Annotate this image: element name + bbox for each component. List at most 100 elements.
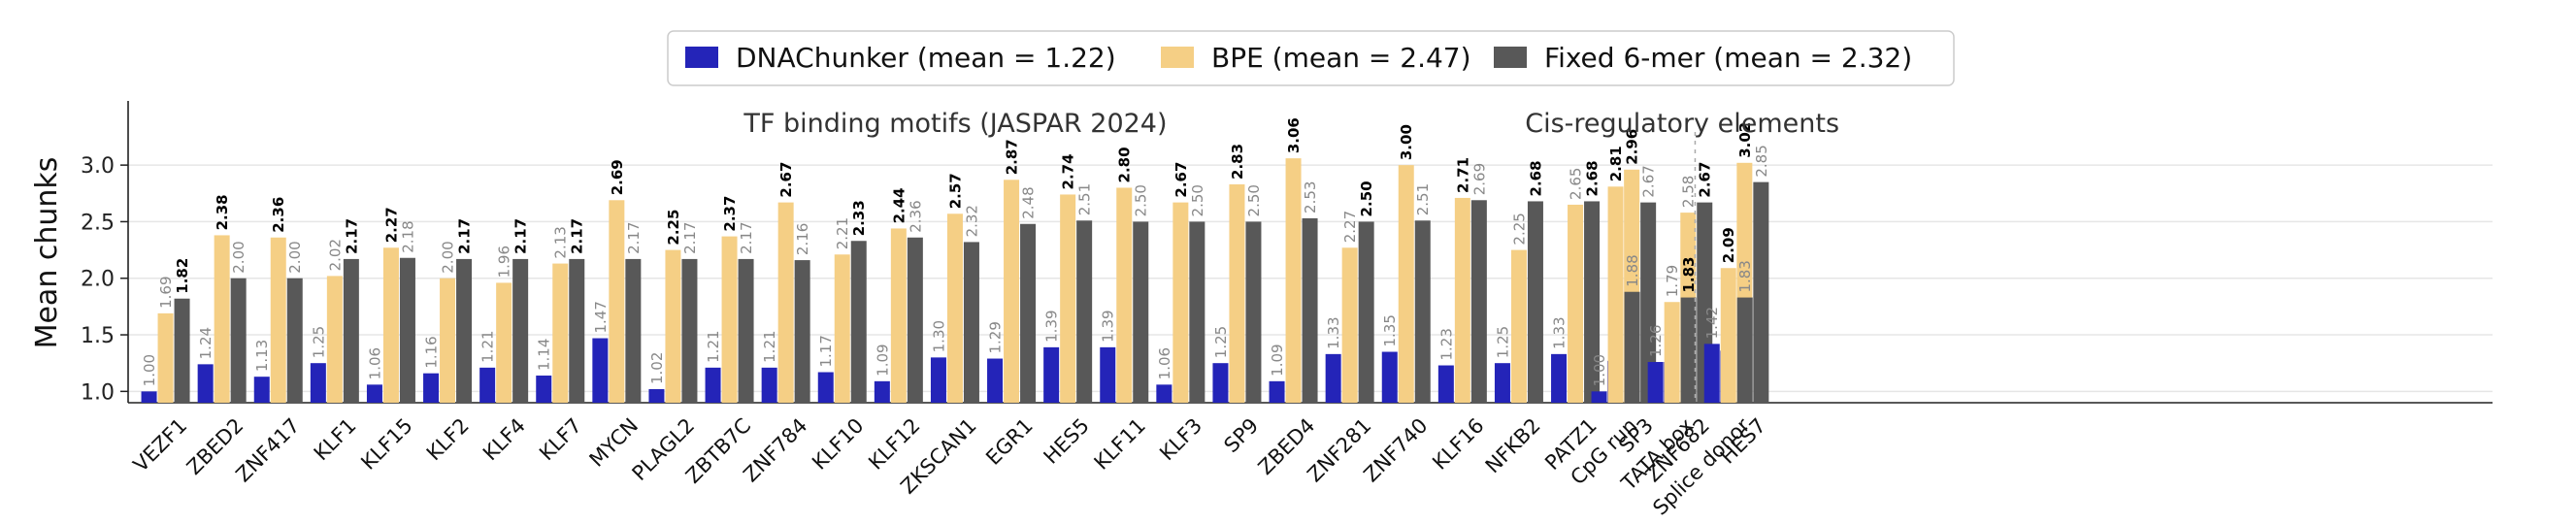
- bar-bpe: [1720, 268, 1736, 403]
- data-label: 2.67: [1640, 165, 1658, 197]
- y-axis-label: Mean chunks: [30, 157, 64, 349]
- x-tick-label: KLF15: [356, 413, 416, 474]
- data-label: 1.09: [1269, 344, 1286, 376]
- data-label: 2.36: [907, 200, 924, 232]
- legend-entry-label: DNAChunker (mean = 1.22): [736, 42, 1116, 74]
- bar-dnachunker: [817, 372, 834, 403]
- bar-dnachunker: [1381, 351, 1398, 403]
- data-label: 1.30: [930, 320, 947, 352]
- bar-dnachunker: [1703, 344, 1720, 403]
- data-label: 2.50: [1133, 184, 1150, 216]
- bar-dnachunker: [197, 364, 214, 403]
- bar-dnachunker: [1591, 391, 1607, 403]
- data-label: 1.69: [157, 276, 175, 308]
- bar-fixed-6-mer: [794, 260, 810, 403]
- bar-fixed-6-mer: [456, 258, 473, 403]
- data-label: 2.68: [1527, 160, 1544, 196]
- bar-bpe: [1060, 194, 1076, 403]
- bar-dnachunker: [761, 367, 777, 403]
- data-label: 2.33: [850, 200, 868, 236]
- bar-dnachunker: [310, 363, 326, 403]
- bar-bpe: [382, 247, 399, 403]
- bar-bpe: [1004, 180, 1020, 403]
- data-label: 1.42: [1703, 307, 1721, 339]
- bar-bpe: [157, 312, 174, 403]
- data-label: 2.50: [1358, 180, 1375, 216]
- data-label: 2.57: [946, 173, 964, 209]
- data-label: 2.85: [1753, 145, 1770, 177]
- bar-fixed-6-mer: [286, 278, 303, 403]
- data-label: 2.17: [343, 218, 360, 254]
- data-label: 2.17: [456, 218, 474, 254]
- data-label: 3.00: [1398, 124, 1415, 160]
- data-label: 2.50: [1189, 184, 1206, 216]
- data-label: 2.09: [1720, 227, 1737, 263]
- data-label: 2.13: [552, 226, 570, 258]
- bar-bpe: [665, 249, 681, 403]
- data-label: 2.53: [1302, 181, 1319, 213]
- data-label: 2.17: [625, 222, 643, 254]
- bar-dnachunker: [592, 338, 609, 403]
- data-label: 2.00: [286, 241, 304, 273]
- data-label: 1.33: [1551, 316, 1569, 348]
- data-label: 2.21: [834, 217, 851, 249]
- y-tick-label: 2.0: [81, 268, 115, 292]
- data-label: 2.83: [1229, 144, 1246, 180]
- bar-fixed-6-mer: [1133, 221, 1149, 403]
- x-tick-label: KLF3: [1155, 413, 1206, 465]
- bar-fixed-6-mer: [850, 241, 867, 403]
- bar-bpe: [214, 235, 230, 403]
- data-label: 2.68: [1584, 160, 1602, 196]
- data-label: 1.35: [1381, 314, 1399, 346]
- bar-bpe: [777, 202, 794, 403]
- data-label: 2.17: [681, 222, 699, 254]
- bar-fixed-6-mer: [1414, 220, 1431, 403]
- data-label: 1.47: [592, 301, 610, 333]
- bar-fixed-6-mer: [1020, 223, 1037, 403]
- bar-bpe: [946, 213, 963, 403]
- bar-bpe: [890, 228, 907, 403]
- bar-dnachunker: [874, 380, 890, 403]
- bar-bpe: [1568, 204, 1584, 403]
- bar-dnachunker: [1269, 380, 1285, 403]
- x-tick-label: KLF1: [310, 413, 361, 465]
- bar-bpe: [834, 254, 850, 403]
- bar-fixed-6-mer: [1680, 297, 1697, 403]
- bar-fixed-6-mer: [1076, 220, 1093, 403]
- bar-dnachunker: [1551, 353, 1568, 403]
- data-label: 1.09: [874, 344, 891, 376]
- bar-dnachunker: [1043, 346, 1060, 403]
- data-label: 2.51: [1076, 183, 1094, 215]
- data-label: 1.06: [1156, 347, 1173, 379]
- data-label: 1.24: [197, 327, 215, 359]
- data-label: 1.82: [174, 258, 191, 294]
- y-tick-label: 1.0: [81, 380, 115, 405]
- data-label: 1.26: [1647, 325, 1665, 357]
- bar-fixed-6-mer: [963, 242, 979, 403]
- data-label: 1.83: [1680, 257, 1698, 293]
- x-tick-label: EGR1: [981, 413, 1038, 470]
- y-tick-label: 1.5: [81, 324, 115, 348]
- data-label: 2.74: [1060, 153, 1077, 189]
- bar-fixed-6-mer: [569, 258, 585, 403]
- bar-fixed-6-mer: [1624, 291, 1640, 403]
- bar-dnachunker: [987, 358, 1004, 403]
- data-label: 1.00: [141, 354, 158, 386]
- data-label: 2.00: [440, 241, 457, 273]
- data-label: 1.83: [1736, 260, 1754, 292]
- bar-dnachunker: [366, 384, 382, 403]
- bar-fixed-6-mer: [681, 258, 698, 403]
- bar-dnachunker: [1647, 362, 1664, 403]
- bar-bpe: [496, 282, 512, 403]
- bar-fixed-6-mer: [230, 278, 247, 403]
- x-tick-label: SP9: [1219, 413, 1263, 457]
- data-label: 2.69: [609, 159, 626, 195]
- data-label: 2.51: [1414, 183, 1432, 215]
- data-label: 2.17: [512, 218, 530, 254]
- bar-bpe: [1510, 249, 1527, 403]
- data-label: 1.14: [536, 339, 553, 371]
- data-label: 2.27: [382, 207, 400, 243]
- data-label: 2.25: [665, 210, 682, 246]
- bar-dnachunker: [479, 367, 496, 403]
- x-tick-label: HES5: [1040, 413, 1094, 468]
